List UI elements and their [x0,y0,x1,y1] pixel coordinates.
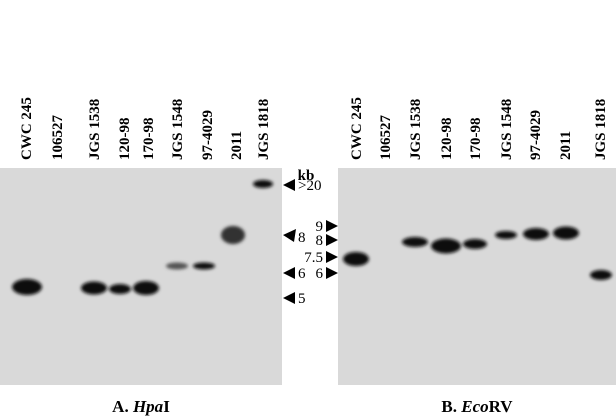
lane-label: JGS 1818 [256,99,272,160]
caption-italic: Eco [460,397,488,416]
marker-label: 5 [298,291,306,307]
lane-label: 120-98 [117,118,133,161]
caption-b: B. EcoRV [441,397,513,416]
caption-a: A. HpaI [112,397,170,416]
lane-label: JGS 1538 [408,99,424,160]
caption-prefix: B. [441,397,457,416]
caption-italic: Hpa [132,397,164,416]
lane-label: 170-98 [468,118,484,161]
gel-b [338,168,616,385]
marker-label: 7.5 [304,250,323,266]
lane-label: 97-4029 [528,110,544,160]
bands [12,180,612,295]
lane-label: CWC 245 [349,97,365,160]
lane-label: 120-98 [439,118,455,161]
unit: kb [298,168,315,184]
lane-label: JGS 1548 [170,99,186,160]
lane-label: 2011 [229,131,245,160]
lane-label: CWC 245 [19,97,35,160]
lane-label: 97-4029 [200,110,216,160]
caption-prefix: A. [112,397,129,416]
lane-label: 2011 [558,131,574,160]
lane-label: 106527 [50,115,66,161]
marker-label: 9 [316,219,324,235]
marker-label: 8 [316,233,324,249]
marker-label: 8 [298,230,306,246]
arrows [283,179,338,304]
lane-label: JGS 1818 [593,99,609,160]
marker-label: 6 [298,266,306,282]
lane-label: 170-98 [141,118,157,161]
lane-label: JGS 1548 [499,99,515,160]
marker-label: >20 [298,178,321,194]
caption-suffix: I [163,397,170,416]
lane-label: 106527 [378,115,394,161]
caption-suffix: RV [489,397,514,416]
lane-label: JGS 1538 [87,99,103,160]
marker-label: 6 [316,266,324,282]
gel-a [0,168,282,385]
